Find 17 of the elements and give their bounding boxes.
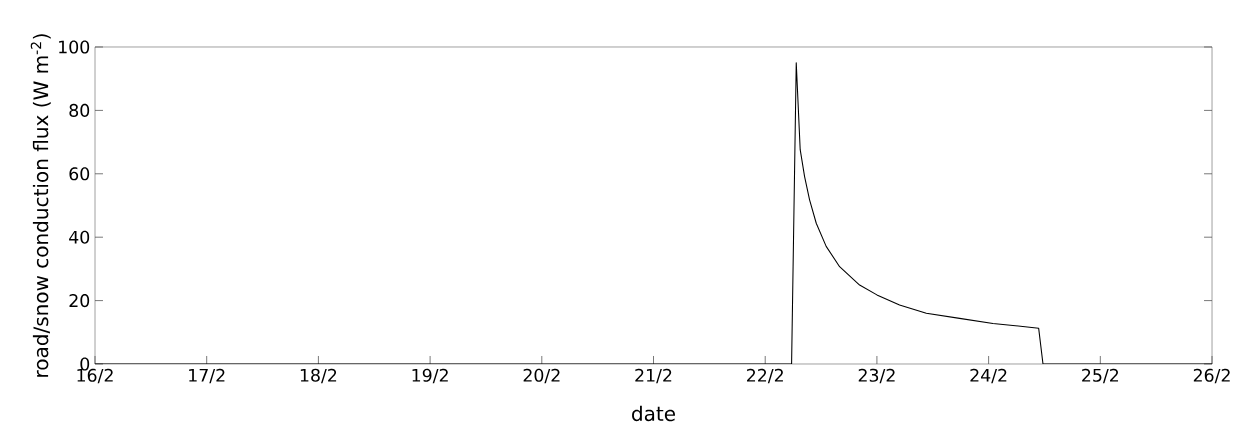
- x-tick-label: 21/2: [635, 368, 672, 384]
- y-tick-label: 40: [69, 230, 90, 244]
- x-tick-label: 17/2: [189, 368, 225, 384]
- x-tick-label: 18/2: [300, 368, 337, 384]
- y-tick-label: 100: [59, 40, 90, 54]
- y-axis-title: road/snow conduction flux (W m$^{-2}$): [30, 34, 51, 377]
- x-tick-label: 24/2: [970, 368, 1007, 384]
- y-tick-label: 20: [69, 294, 90, 308]
- y-tick-label: 80: [69, 103, 90, 117]
- x-tick-label: 23/2: [858, 368, 895, 384]
- y-tick-label: 60: [69, 167, 90, 181]
- x-axis-title: date: [632, 405, 675, 422]
- x-tick-label: 25/2: [1082, 368, 1119, 384]
- x-tick-label: 20/2: [523, 368, 560, 384]
- x-tick-label: 22/2: [747, 368, 783, 384]
- x-tick-label: 26/2: [1193, 368, 1230, 384]
- x-tick-label: 19/2: [412, 368, 448, 384]
